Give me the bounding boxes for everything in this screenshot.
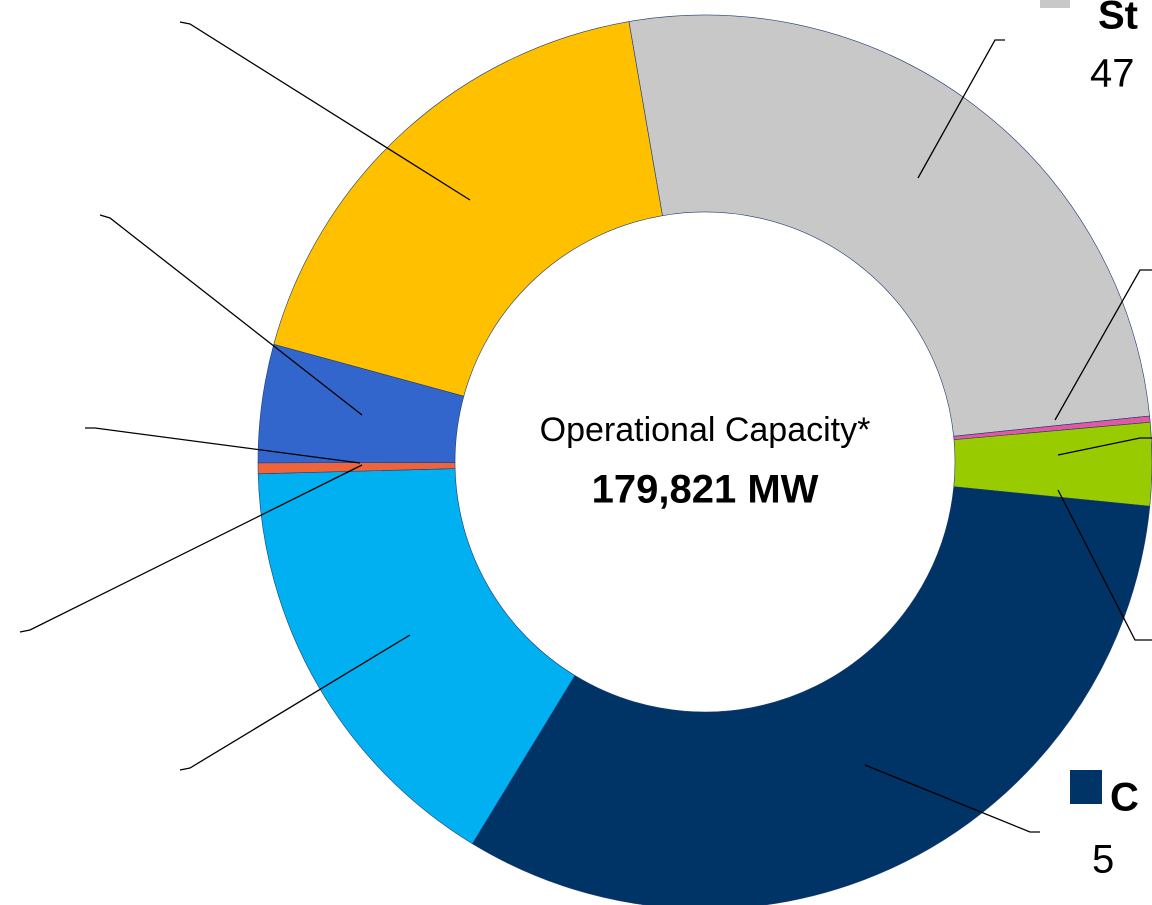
donut-segment [472,486,1151,905]
leader-line [19,464,363,633]
leader-line [1057,489,1152,641]
leader-line [917,39,1005,179]
leader-line [179,634,411,771]
center-title: Operational Capacity* [540,411,871,449]
value-label: 5 [1092,838,1114,882]
leader-line [1057,437,1152,456]
legend-swatch [1040,0,1070,8]
legend-swatch [1070,770,1102,804]
leader-line [85,427,361,464]
leader-line [179,21,471,201]
donut-segment [273,21,663,397]
category-label: C [1110,776,1139,820]
leader-line [99,214,363,416]
donut [257,14,1152,905]
category-label: St [1098,0,1138,38]
leader-line [864,764,1040,833]
value-label: 47 [1090,52,1135,96]
leader-line [1054,269,1152,421]
donut-segment [257,468,576,845]
center-value: 179,821 MW [592,468,819,512]
leader-lines [19,21,1152,833]
donut-segment [628,14,1150,437]
